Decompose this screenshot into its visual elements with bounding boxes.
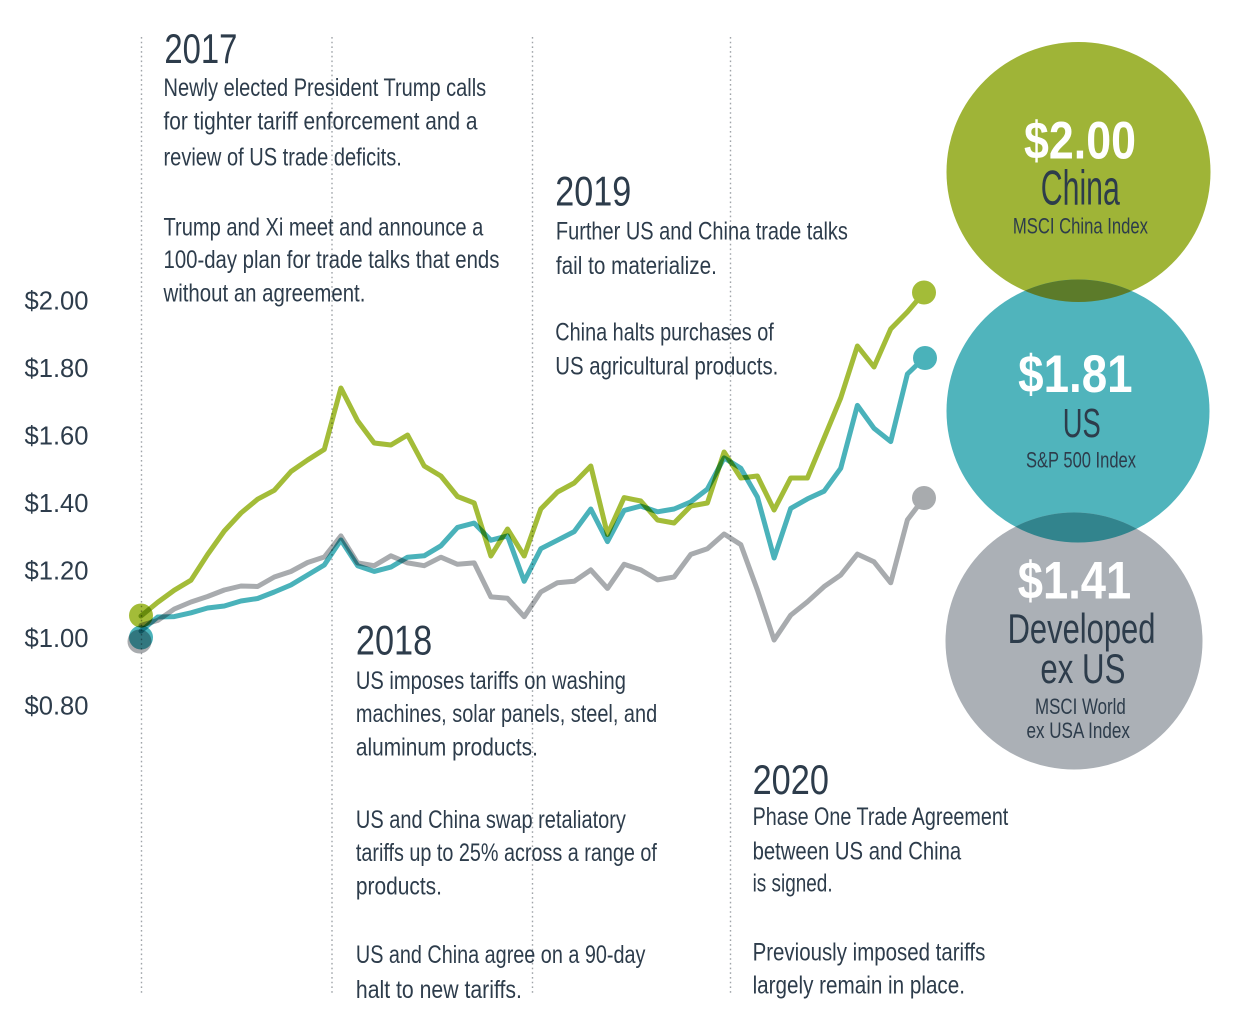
svg-text:China halts purchases of: China halts purchases of bbox=[555, 319, 774, 347]
svg-text:$1.20: $1.20 bbox=[25, 557, 89, 585]
svg-text:$1.00: $1.00 bbox=[25, 625, 89, 653]
svg-text:Trump and Xi meet and announce: Trump and Xi meet and announce a bbox=[164, 213, 484, 241]
svg-text:Further US and China trade tal: Further US and China trade talks bbox=[556, 217, 848, 245]
svg-text:Developed: Developed bbox=[1008, 605, 1156, 652]
svg-text:2018: 2018 bbox=[356, 617, 432, 664]
svg-text:without an agreement.: without an agreement. bbox=[163, 280, 366, 308]
svg-text:$1.41: $1.41 bbox=[1018, 551, 1132, 610]
svg-text:China: China bbox=[1041, 161, 1120, 215]
svg-text:$2.00: $2.00 bbox=[1024, 112, 1136, 171]
svg-text:$1.80: $1.80 bbox=[25, 355, 89, 383]
svg-text:$2.00: $2.00 bbox=[25, 287, 89, 315]
svg-text:2017: 2017 bbox=[164, 25, 237, 72]
svg-text:$1.40: $1.40 bbox=[25, 490, 89, 518]
svg-text:2019: 2019 bbox=[555, 168, 631, 215]
svg-text:fail to materialize.: fail to materialize. bbox=[556, 252, 717, 280]
svg-text:US: US bbox=[1063, 400, 1101, 446]
svg-text:largely remain in place.: largely remain in place. bbox=[753, 972, 965, 1000]
svg-text:US and China swap retaliatory: US and China swap retaliatory bbox=[356, 806, 626, 834]
svg-text:$1.81: $1.81 bbox=[1018, 345, 1133, 404]
svg-text:US agricultural products.: US agricultural products. bbox=[555, 353, 778, 381]
svg-text:MSCI China Index: MSCI China Index bbox=[1013, 214, 1148, 239]
svg-text:review of US trade deficits.: review of US trade deficits. bbox=[164, 143, 402, 171]
svg-text:machines, solar panels, steel,: machines, solar panels, steel, and bbox=[356, 700, 657, 728]
svg-text:MSCI World: MSCI World bbox=[1035, 694, 1126, 719]
svg-text:100-day plan for trade talks t: 100-day plan for trade talks that ends bbox=[164, 246, 500, 274]
svg-text:Previously imposed tariffs: Previously imposed tariffs bbox=[753, 939, 986, 967]
svg-text:$1.60: $1.60 bbox=[25, 422, 89, 450]
svg-text:aluminum products.: aluminum products. bbox=[356, 734, 538, 762]
svg-text:ex USA Index: ex USA Index bbox=[1026, 718, 1130, 743]
svg-text:halt to new tariffs.: halt to new tariffs. bbox=[356, 976, 522, 1004]
svg-text:between US and China: between US and China bbox=[753, 838, 962, 866]
svg-text:Newly elected President Trump: Newly elected President Trump calls bbox=[164, 74, 487, 102]
svg-text:S&P 500 Index: S&P 500 Index bbox=[1026, 448, 1136, 473]
svg-text:for tighter tariff enforcement: for tighter tariff enforcement and a bbox=[164, 108, 478, 136]
svg-text:2020: 2020 bbox=[753, 756, 829, 803]
svg-text:products.: products. bbox=[356, 873, 442, 901]
svg-text:ex US: ex US bbox=[1040, 645, 1125, 692]
svg-text:tariffs up to 25% across a ran: tariffs up to 25% across a range of bbox=[356, 839, 657, 867]
svg-text:$0.80: $0.80 bbox=[25, 692, 89, 720]
svg-text:US and China agree on a 90-day: US and China agree on a 90-day bbox=[356, 941, 646, 969]
svg-text:US imposes tariffs on washing: US imposes tariffs on washing bbox=[356, 667, 626, 695]
svg-text:Phase One Trade Agreement: Phase One Trade Agreement bbox=[753, 803, 1009, 831]
svg-text:is signed.: is signed. bbox=[753, 869, 833, 897]
